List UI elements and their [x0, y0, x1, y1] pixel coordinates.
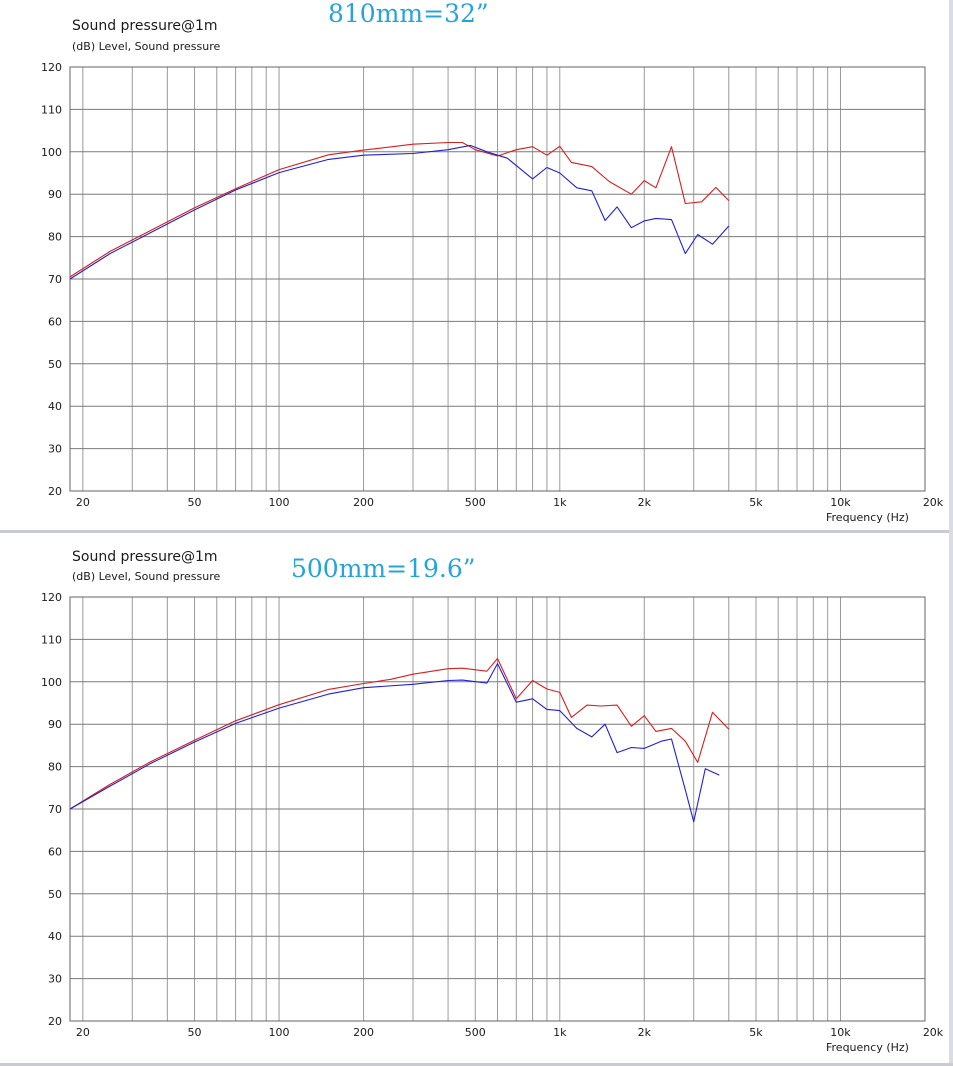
- x-tick-label: 5k: [749, 496, 763, 509]
- y-tick-label: 60: [48, 845, 62, 858]
- chart-panel-810mm: Sound pressure@1m (dB) Level, Sound pres…: [0, 0, 949, 530]
- y-tick-label: 110: [41, 633, 62, 646]
- x-tick-label: 20k: [923, 1026, 944, 1039]
- y-tick-label: 80: [48, 761, 62, 774]
- grid: [70, 596, 926, 1022]
- chart-subtitle: (dB) Level, Sound pressure: [72, 570, 221, 583]
- x-axis-label: Frequency (Hz): [826, 511, 909, 524]
- series-line-red: [69, 657, 730, 810]
- chart-panel-500mm: Sound pressure@1m (dB) Level, Sound pres…: [0, 533, 949, 1063]
- grid: [70, 66, 926, 492]
- chart-subtitle: (dB) Level, Sound pressure: [72, 40, 221, 53]
- y-tick-label: 90: [48, 718, 62, 731]
- x-tick-label: 20: [76, 1026, 90, 1039]
- frequency-response-chart: 20 30 40 50 60 70 80 90 100 110 120 20 50 100 200 500 1k…: [41, 61, 944, 509]
- x-tick-label: 20: [76, 496, 90, 509]
- chart-title: Sound pressure@1m: [72, 18, 218, 34]
- x-tick-label: 200: [353, 496, 374, 509]
- x-tick-label: 10k: [830, 1026, 851, 1039]
- y-tick-label: 40: [48, 400, 62, 413]
- distance-annotation: 810mm=32”: [328, 0, 489, 28]
- x-tick-label: 200: [353, 1026, 374, 1039]
- y-tick-label: 40: [48, 930, 62, 943]
- y-tick-label: 30: [48, 973, 62, 986]
- x-tick-label: 50: [188, 496, 202, 509]
- x-tick-label: 2k: [638, 1026, 652, 1039]
- x-tick-label: 20k: [923, 496, 944, 509]
- y-tick-label: 20: [48, 485, 62, 498]
- x-tick-label: 500: [465, 1026, 486, 1039]
- y-tick-label: 50: [48, 888, 62, 901]
- y-tick-label: 30: [48, 443, 62, 456]
- x-tick-label: 2k: [638, 496, 652, 509]
- window-edge: [949, 0, 953, 1066]
- x-tick-label: 100: [269, 496, 290, 509]
- distance-annotation: 500mm=19.6”: [291, 554, 476, 583]
- x-axis-label: Frequency (Hz): [826, 1041, 909, 1054]
- x-tick-label: 50: [188, 1026, 202, 1039]
- x-tick-label: 10k: [830, 496, 851, 509]
- x-tick-label: 5k: [749, 1026, 763, 1039]
- frequency-response-chart: 20 30 40 50 60 70 80 90 100 110 120 20 50 100 200 500 1k…: [41, 591, 944, 1039]
- y-tick-label: 90: [48, 188, 62, 201]
- y-tick-label: 110: [41, 103, 62, 116]
- series-line-blue: [69, 663, 720, 823]
- chart-title: Sound pressure@1m: [72, 549, 218, 565]
- x-tick-label: 100: [269, 1026, 290, 1039]
- y-tick-label: 50: [48, 358, 62, 371]
- x-tick-label: 1k: [553, 1026, 567, 1039]
- y-tick-label: 100: [41, 146, 62, 159]
- y-tick-label: 60: [48, 315, 62, 328]
- y-tick-label: 80: [48, 231, 62, 244]
- y-tick-label: 70: [48, 273, 62, 286]
- y-tick-label: 120: [41, 61, 62, 74]
- y-tick-label: 20: [48, 1015, 62, 1028]
- x-tick-label: 500: [465, 496, 486, 509]
- series-line-blue: [69, 144, 730, 280]
- series-line-red: [69, 141, 730, 278]
- y-tick-label: 100: [41, 676, 62, 689]
- y-tick-label: 120: [41, 591, 62, 604]
- y-tick-label: 70: [48, 803, 62, 816]
- panel-divider: [0, 530, 953, 533]
- x-tick-label: 1k: [553, 496, 567, 509]
- window-edge-bottom: [0, 1063, 953, 1066]
